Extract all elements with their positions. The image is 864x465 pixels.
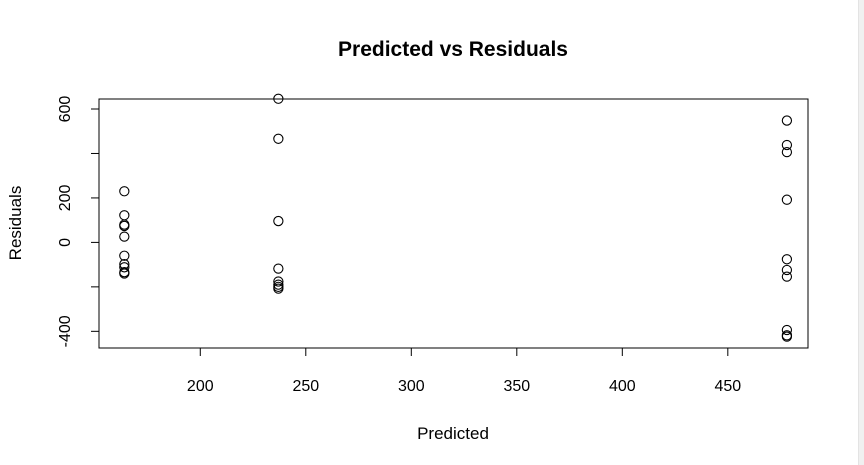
data-points	[119, 93, 793, 342]
data-point	[781, 194, 793, 205]
data-point	[273, 283, 284, 294]
data-point	[119, 268, 130, 279]
y-axis-tick-label: 200	[57, 184, 74, 211]
data-point	[119, 210, 130, 221]
y-axis-tick-label: 600	[57, 96, 74, 123]
y-axis: -400 0 200 600	[57, 96, 100, 347]
page-scrollbar[interactable]	[858, 0, 864, 465]
data-point	[781, 115, 793, 126]
data-point	[273, 263, 284, 274]
y-axis-tick-label: 0	[57, 238, 74, 247]
data-point	[273, 133, 284, 144]
data-point	[119, 231, 130, 242]
data-point	[781, 146, 793, 158]
data-point	[273, 93, 284, 104]
x-axis-tick-label: 200	[187, 378, 214, 395]
x-axis-tick-label: 250	[292, 378, 319, 395]
data-point	[273, 276, 284, 287]
x-axis-tick-label: 400	[609, 378, 636, 395]
data-point	[119, 262, 130, 273]
x-axis-tick-label: 450	[714, 378, 741, 395]
data-point	[781, 254, 793, 265]
data-point	[781, 271, 793, 282]
data-point	[119, 220, 130, 232]
plot-area-frame	[98, 98, 809, 349]
y-axis-tick-label: -400	[57, 315, 74, 347]
x-axis-tick-label: 350	[503, 378, 530, 395]
y-axis-title: Residuals	[6, 186, 25, 261]
chart-title: Predicted vs Residuals	[338, 38, 568, 61]
data-point	[781, 264, 793, 276]
x-axis-tick-label: 300	[398, 378, 425, 395]
data-point	[119, 250, 130, 261]
data-point	[781, 324, 793, 336]
data-point	[781, 139, 793, 151]
data-point	[119, 186, 130, 197]
data-point	[273, 215, 284, 227]
x-axis-title: Predicted	[417, 424, 489, 443]
data-point	[781, 331, 793, 342]
x-axis: 200 250 300 350 400 450	[187, 347, 741, 395]
